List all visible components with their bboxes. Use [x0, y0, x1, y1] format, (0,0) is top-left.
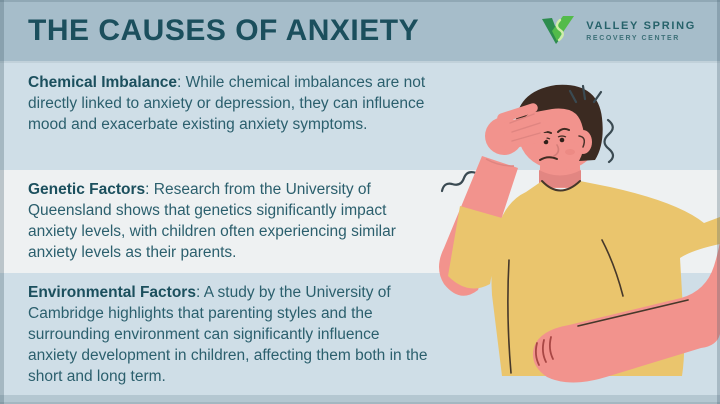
footer-bar — [0, 395, 720, 404]
logo-text: VALLEY SPRING RECOVERY CENTER — [586, 20, 696, 42]
page-title: THE CAUSES OF ANXIETY — [28, 13, 420, 47]
section-environmental-factors: Environmental Factors: A study by the Un… — [0, 273, 720, 395]
section-body: : While chemical imbalances are not dire… — [28, 74, 426, 133]
section-heading: Environmental Factors — [28, 284, 196, 301]
header: THE CAUSES OF ANXIETY VALLEY SPRING RECO… — [0, 0, 720, 63]
logo: VALLEY SPRING RECOVERY CENTER — [539, 15, 696, 47]
section-heading: Genetic Factors — [28, 181, 146, 198]
section-heading: Chemical Imbalance — [28, 74, 178, 91]
logo-name: VALLEY SPRING — [586, 19, 696, 32]
section-text: Genetic Factors: Research from the Unive… — [28, 179, 430, 263]
valley-spring-v-icon — [542, 15, 575, 44]
logo-subtitle: RECOVERY CENTER — [586, 34, 680, 42]
section-chemical-imbalance: Chemical Imbalance: While chemical imbal… — [0, 63, 720, 170]
content: Chemical Imbalance: While chemical imbal… — [0, 63, 720, 395]
section-body: : A study by the University of Cambridge… — [28, 284, 428, 385]
section-body: : Research from the University of Queens… — [28, 181, 396, 261]
section-text: Environmental Factors: A study by the Un… — [28, 282, 430, 387]
section-text: Chemical Imbalance: While chemical imbal… — [28, 72, 430, 135]
section-genetic-factors: Genetic Factors: Research from the Unive… — [0, 170, 720, 273]
